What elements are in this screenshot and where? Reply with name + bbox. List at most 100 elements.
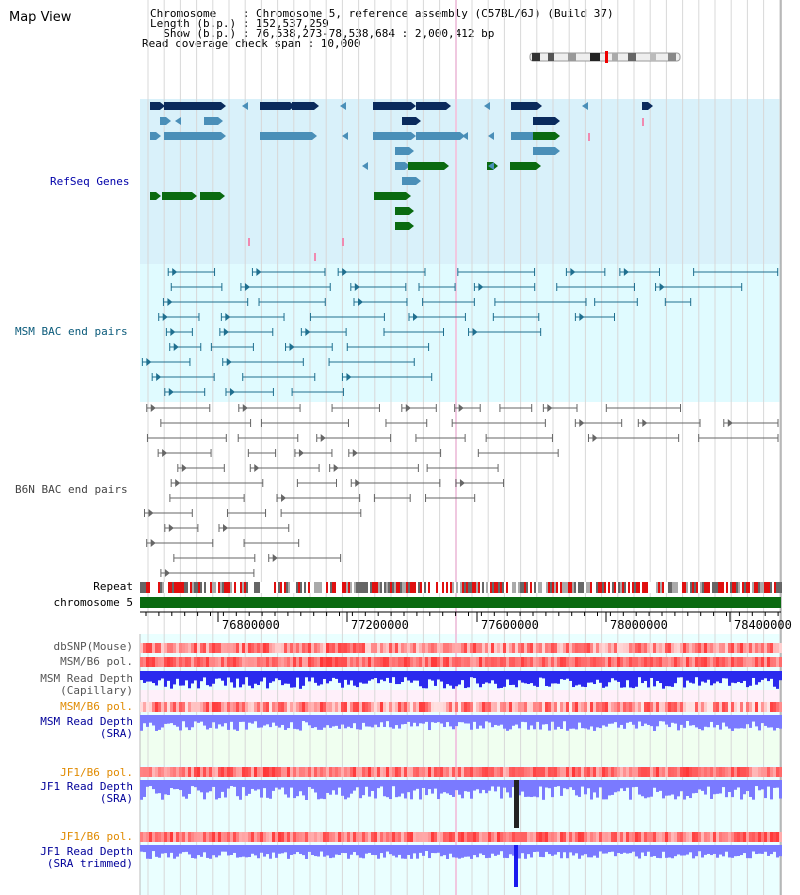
polymorphism-cell <box>158 657 161 667</box>
repeat-segment <box>332 582 334 593</box>
polymorphism-cell <box>734 767 737 777</box>
polymorphism-cell <box>194 702 197 712</box>
ideogram-band <box>628 53 636 61</box>
read-depth-bar <box>503 845 506 858</box>
read-depth-bar <box>365 671 368 684</box>
polymorphism-cell <box>281 832 284 842</box>
gene-feature <box>204 117 218 125</box>
read-depth-bar <box>566 715 569 731</box>
polymorphism-cell <box>230 657 233 667</box>
polymorphism-cell <box>659 702 662 712</box>
polymorphism-cell <box>590 832 593 842</box>
polymorphism-cell <box>206 832 209 842</box>
polymorphism-cell <box>353 643 356 653</box>
polymorphism-cell <box>242 643 245 653</box>
polymorphism-cell <box>365 832 368 842</box>
read-depth-bar <box>461 671 464 681</box>
read-depth-bar <box>482 845 485 856</box>
polymorphism-cell <box>305 643 308 653</box>
repeat-segment <box>538 582 540 593</box>
read-depth-bar <box>494 845 497 856</box>
polymorphism-cell <box>281 643 284 653</box>
read-depth-bar <box>338 845 341 855</box>
polymorphism-cell <box>701 767 704 777</box>
polymorphism-cell <box>152 657 155 667</box>
read-depth-bar <box>662 671 665 689</box>
polymorphism-cell <box>728 643 731 653</box>
repeat-segment <box>578 582 580 593</box>
polymorphism-cell <box>263 657 266 667</box>
read-depth-bar <box>680 671 683 678</box>
polymorphism-cell <box>713 657 716 667</box>
read-depth-bar <box>239 780 242 800</box>
polymorphism-cell <box>332 643 335 653</box>
read-depth-bar <box>161 715 164 728</box>
read-depth-bar <box>509 780 512 798</box>
read-depth-bar <box>623 845 626 853</box>
polymorphism-cell <box>617 767 620 777</box>
b6n-bac-label[interactable]: B6N BAC end pairs <box>15 483 128 496</box>
repeat-segment <box>262 582 264 593</box>
gene-feature <box>150 132 156 140</box>
read-depth-bar <box>218 780 221 799</box>
polymorphism-cell <box>719 643 722 653</box>
polymorphism-cell <box>668 832 671 842</box>
read-depth-bar <box>416 671 419 681</box>
read-depth-bar <box>242 780 245 788</box>
polymorphism-cell <box>524 657 527 667</box>
polymorphism-cell <box>686 767 689 777</box>
gene-feature <box>408 162 444 170</box>
read-depth-bar <box>419 780 422 800</box>
repeat-segment <box>684 582 686 593</box>
polymorphism-cell <box>725 657 728 667</box>
polymorphism-cell <box>218 702 221 712</box>
read-depth-bar <box>467 845 470 857</box>
read-depth-bar <box>308 715 311 726</box>
polymorphism-cell <box>317 767 320 777</box>
polymorphism-cell <box>167 657 170 667</box>
polymorphism-cell <box>308 657 311 667</box>
repeat-segment <box>154 582 156 593</box>
read-depth-bar <box>653 715 656 731</box>
msm-bac-label[interactable]: MSM BAC end pairs <box>15 325 128 338</box>
polymorphism-cell <box>668 643 671 653</box>
read-depth-bar <box>647 845 650 852</box>
polymorphism-cell <box>185 702 188 712</box>
repeat-segment <box>752 582 754 593</box>
repeat-segment <box>266 582 268 593</box>
polymorphism-cell <box>344 767 347 777</box>
polymorphism-cell <box>740 657 743 667</box>
polymorphism-cell <box>368 767 371 777</box>
read-depth-bar <box>536 671 539 687</box>
read-depth-bar <box>515 715 518 725</box>
polymorphism-cell <box>659 657 662 667</box>
read-depth-bar <box>380 671 383 680</box>
read-depth-bar <box>395 715 398 726</box>
polymorphism-cell <box>368 643 371 653</box>
polymorphism-cell <box>677 832 680 842</box>
polymorphism-cell <box>221 643 224 653</box>
read-depth-bar <box>629 780 632 800</box>
polymorphism-cell <box>293 767 296 777</box>
polymorphism-cell <box>488 643 491 653</box>
refseq-genes-label[interactable]: RefSeq Genes <box>50 175 130 188</box>
polymorphism-cell <box>197 767 200 777</box>
polymorphism-cell <box>557 767 560 777</box>
polymorphism-cell <box>626 832 629 842</box>
polymorphism-cell <box>164 702 167 712</box>
read-depth-bar <box>320 671 323 685</box>
polymorphism-cell <box>671 643 674 653</box>
polymorphism-cell <box>602 832 605 842</box>
read-depth-bar <box>260 845 263 853</box>
read-depth-bar <box>371 671 374 680</box>
polymorphism-cell <box>206 767 209 777</box>
polymorphism-cell <box>524 643 527 653</box>
polymorphism-cell <box>779 702 782 712</box>
polymorphism-cell <box>401 702 404 712</box>
read-depth-bar <box>308 845 311 852</box>
read-depth-bar <box>359 780 362 799</box>
polymorphism-cell <box>551 643 554 653</box>
read-depth-bar <box>596 780 599 798</box>
read-depth-bar <box>419 715 422 724</box>
